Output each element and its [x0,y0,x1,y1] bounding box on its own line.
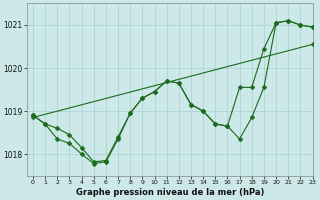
X-axis label: Graphe pression niveau de la mer (hPa): Graphe pression niveau de la mer (hPa) [76,188,264,197]
